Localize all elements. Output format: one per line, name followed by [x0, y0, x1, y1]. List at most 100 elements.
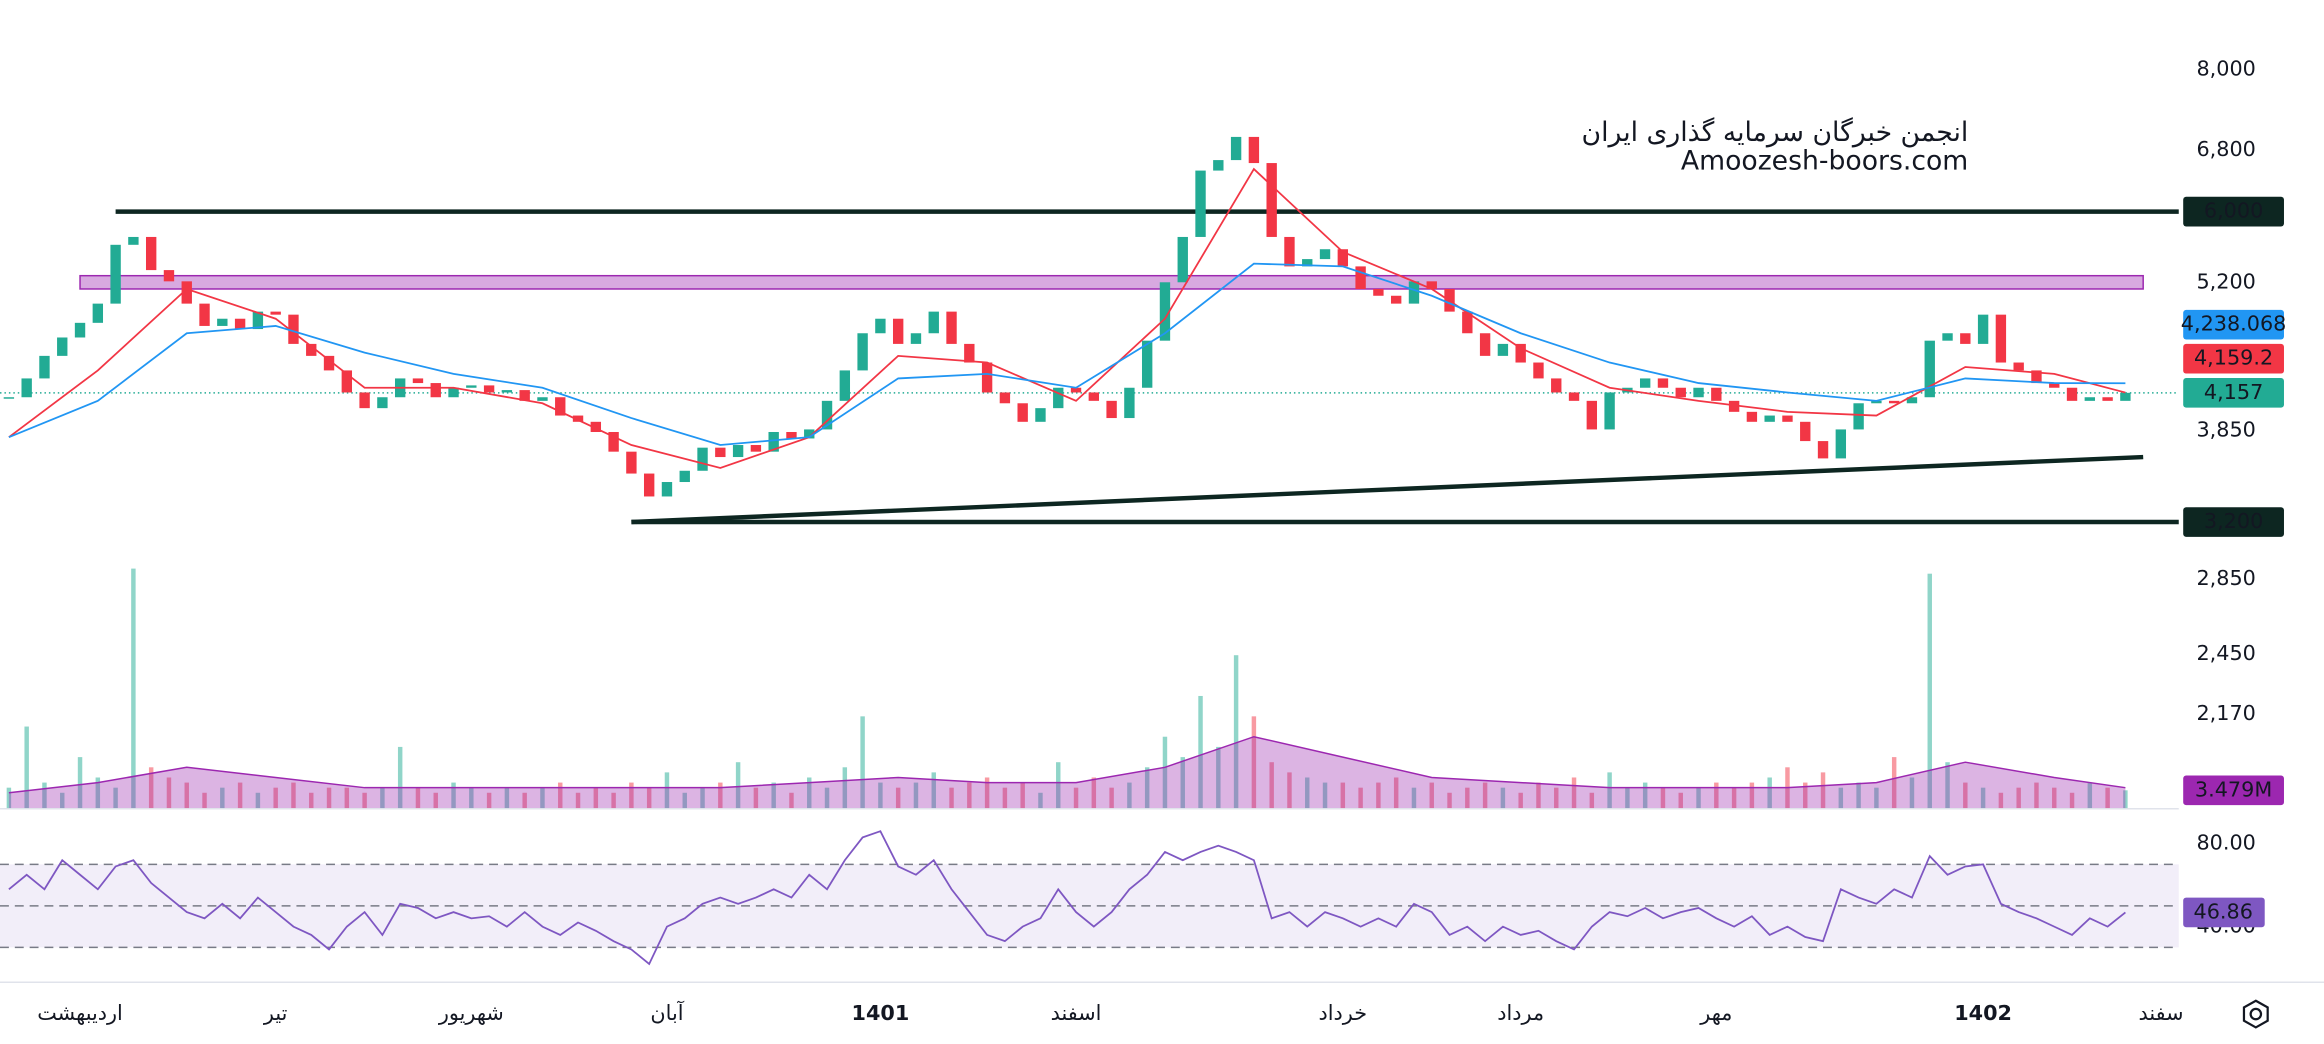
volume-bar: [931, 772, 936, 809]
candle-body: [2049, 383, 2060, 388]
volume-ma-line: [8, 735, 2126, 794]
volume-bar: [1162, 736, 1168, 809]
volume-bar: [486, 792, 492, 809]
volume-bar: [611, 792, 616, 809]
candle-body: [1302, 259, 1313, 267]
volume-bar: [1056, 762, 1061, 809]
volume-bar: [1998, 792, 2004, 809]
volume-bar: [1251, 716, 1257, 809]
volume-bar: [1767, 777, 1772, 809]
price-label: 3,200: [2204, 509, 2263, 533]
volume-bar: [895, 787, 901, 809]
price-label-box: [2183, 775, 2284, 806]
y-tick-label: 2,450: [2196, 641, 2255, 665]
candle-body: [1266, 163, 1277, 237]
candle-body: [1053, 387, 1064, 409]
volume-bar: [1127, 782, 1132, 809]
candle-body: [110, 244, 121, 304]
settings-icon-center[interactable]: [2249, 1007, 2263, 1021]
volume-bar: [824, 787, 830, 809]
candle-body: [999, 392, 1011, 404]
candle-body: [1337, 249, 1349, 267]
candle-body: [1853, 403, 1864, 430]
volume-bar: [1927, 573, 1932, 809]
candle-body: [448, 387, 459, 398]
volume-ma-area: [8, 736, 2126, 809]
y-tick-label: 3,850: [2196, 418, 2255, 442]
rsi-line: [8, 830, 2126, 966]
candle-body: [608, 431, 619, 452]
candle-body: [910, 333, 922, 344]
candle-body: [1888, 400, 1900, 404]
candle-body: [288, 314, 299, 344]
candle-body: [1515, 343, 1526, 363]
price-label-box: [2183, 309, 2284, 340]
volume-bar: [1500, 787, 1506, 809]
volume-bar: [202, 792, 207, 809]
candle-body: [964, 343, 975, 363]
volume-bar: [1038, 792, 1043, 809]
candle-body: [1213, 160, 1224, 171]
candle-body: [643, 473, 655, 497]
candle-body: [1639, 378, 1651, 388]
price-label-box: [2183, 378, 2284, 408]
volume-bar: [842, 767, 848, 809]
volume-bar: [433, 792, 438, 809]
volume-bar: [718, 782, 723, 809]
volume-bar: [878, 782, 883, 809]
volume-bar: [344, 787, 350, 809]
volume-bar: [1429, 782, 1434, 809]
candle-body: [21, 378, 32, 398]
candle-body: [74, 322, 86, 338]
candle-body: [1657, 378, 1669, 388]
volume-bar: [6, 787, 12, 809]
volume-bar: [237, 782, 243, 809]
volume-bar: [1233, 655, 1239, 809]
candle-body: [483, 385, 495, 393]
volume-bar: [860, 716, 865, 809]
volume-bar: [60, 792, 65, 809]
candle-body: [839, 370, 851, 401]
candle-body: [519, 390, 530, 401]
volume-bar: [469, 787, 474, 809]
volume-bar: [1554, 787, 1559, 809]
volume-bar: [913, 782, 919, 809]
volume-bar: [2105, 787, 2110, 809]
volume-bar: [1358, 787, 1363, 809]
volume-bar: [1091, 777, 1097, 809]
volume-bar: [1411, 787, 1417, 809]
volume-bar: [1269, 762, 1274, 809]
x-tick-label: مرداد: [1497, 1001, 1544, 1025]
candle-body: [1284, 236, 1295, 267]
volume-bar: [1305, 777, 1310, 809]
candle-body: [145, 236, 157, 271]
settings-icon-shape[interactable]: [2242, 999, 2269, 1029]
candle-body: [1159, 282, 1171, 341]
candle-body: [217, 318, 228, 326]
volume-bar: [1536, 782, 1541, 809]
x-tick-label: 1401: [852, 1001, 910, 1025]
candle-body: [412, 378, 424, 384]
candle-body: [1835, 429, 1847, 459]
candle-body: [590, 421, 602, 432]
settings-icon[interactable]: [2242, 999, 2269, 1029]
volume-bar: [807, 777, 812, 809]
candle-body: [1479, 333, 1491, 356]
volume-bar: [1376, 782, 1381, 809]
price-label: 4,159.2: [2194, 346, 2273, 370]
candle-body: [181, 281, 192, 304]
volume-bar: [1073, 787, 1079, 809]
candle-body: [572, 415, 584, 422]
candle-body: [1942, 333, 1953, 341]
candle-body: [768, 431, 779, 452]
volume-bar: [1838, 787, 1844, 809]
candle-body: [1746, 411, 1758, 422]
candle-body: [252, 311, 264, 330]
x-tick-label: شهریور: [438, 1001, 504, 1025]
volume-bar: [1393, 777, 1399, 809]
volume-bar: [1856, 782, 1861, 809]
volume-bar: [1002, 787, 1008, 809]
moving-average: [8, 167, 2126, 469]
candle-body: [1960, 333, 1971, 344]
